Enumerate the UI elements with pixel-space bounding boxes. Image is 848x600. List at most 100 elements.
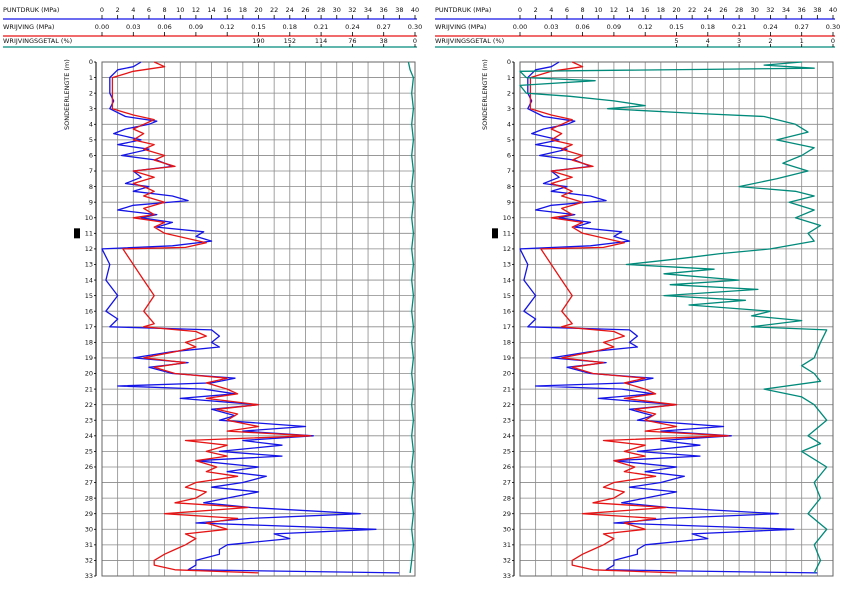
puntdruk-tick-label: 14	[207, 6, 215, 14]
cpt-panel-1: PUNTDRUK (MPa) 0 2 4 6 8 10 12 14 16 18 20 22 24 26 28 3…	[3, 6, 422, 580]
puntdruk-tick-label: 32	[766, 6, 774, 14]
puntdruk-tick-label: 14	[625, 6, 633, 14]
depth-tick-label: 19	[503, 354, 511, 362]
depth-tick-label: 27	[503, 479, 511, 487]
plot-frame	[519, 61, 834, 577]
depth-tick-label: 8	[89, 183, 93, 191]
wrijving-tick-label: 0.00	[513, 23, 527, 31]
puntdruk-tick-label: 10	[594, 6, 602, 14]
puntdruk-tick-label: 10	[176, 6, 184, 14]
depth-tick-label: 31	[503, 541, 511, 549]
depth-tick-label: 10	[85, 214, 93, 222]
depth-tick-label: 24	[503, 432, 511, 440]
wrijving-tick-label: 0.27	[376, 23, 390, 31]
wrijvingsgetal-tick-label: 1	[800, 37, 804, 45]
wrijvingsgetal-tick-label: 5	[674, 37, 678, 45]
depth-tick-label: 21	[85, 385, 93, 393]
puntdruk-tick-label: 30	[751, 6, 759, 14]
wrijvingsgetal-tick-label: 0	[831, 37, 835, 45]
puntdruk-tick-label: 20	[672, 6, 680, 14]
wrijving-tick-label: 0.27	[794, 23, 808, 31]
wrijvingsgetal-tick-label: 38	[380, 37, 388, 45]
wrijving-tick-label: 0.06	[575, 23, 589, 31]
depth-tick-label: 3	[89, 105, 93, 113]
depth-tick-label: 7	[89, 167, 93, 175]
depth-tick-label: 14	[503, 276, 511, 284]
depth-tick-label: 4	[507, 121, 511, 129]
depth-tick-label: 22	[85, 401, 93, 409]
puntdruk-tick-label: 28	[735, 6, 743, 14]
wrijving-tick-label: 0.09	[607, 23, 621, 31]
wrijving-tick-label: 0.00	[95, 23, 109, 31]
wrijving-tick-label: 0.21	[314, 23, 328, 31]
wrijvingsgetal-tick-label: 2	[768, 37, 772, 45]
cpt-panel-2: PUNTDRUK (MPa) 0 2 4 6 8 10 12 14 16 18 20 22 24 26 28 3…	[435, 6, 840, 580]
puntdruk-tick-label: 18	[239, 6, 247, 14]
depth-tick-label: 29	[503, 510, 511, 518]
wrijvingsgetal-tick-label: 152	[284, 37, 296, 45]
depth-tick-label: 2	[89, 89, 93, 97]
wrijving-tick-label: 0.30	[408, 23, 422, 31]
depth-tick-label: 7	[507, 167, 511, 175]
depth-tick-label: 23	[85, 416, 93, 424]
puntdruk-tick-label: 8	[581, 6, 585, 14]
puntdruk-tick-label: 4	[131, 6, 135, 14]
depth-tick-label: 0	[89, 58, 93, 66]
puntdruk-tick-label: 40	[411, 6, 419, 14]
depth-tick-label: 17	[503, 323, 511, 331]
puntdruk-tick-label: 4	[549, 6, 553, 14]
wrijving-axis-label: WRIJVING (MPa)	[435, 23, 486, 31]
puntdruk-tick-label: 24	[704, 6, 712, 14]
puntdruk-tick-label: 26	[719, 6, 727, 14]
depth-tick-label: 32	[503, 557, 511, 565]
depth-tick-label: 19	[85, 354, 93, 362]
depth-tick-label: 33	[85, 572, 93, 580]
depth-tick-label: 5	[89, 136, 93, 144]
wrijvingsgetal-tick-label: 0	[413, 37, 417, 45]
puntdruk-axis-label: PUNTDRUK (MPa)	[435, 6, 491, 14]
depth-tick-label: 20	[85, 370, 93, 378]
depth-tick-label: 29	[85, 510, 93, 518]
puntdruk-tick-label: 16	[641, 6, 649, 14]
depth-tick-label: 3	[507, 105, 511, 113]
puntdruk-tick-label: 8	[163, 6, 167, 14]
puntdruk-axis-label: PUNTDRUK (MPa)	[3, 6, 59, 14]
puntdruk-tick-label: 22	[270, 6, 278, 14]
puntdruk-tick-label: 34	[782, 6, 790, 14]
wrijvingsgetal-tick-label: 114	[315, 37, 327, 45]
wrijvingsgetal-tick-label: 3	[737, 37, 741, 45]
depth-tick-label: 6	[89, 152, 93, 160]
depth-tick-label: 21	[503, 385, 511, 393]
depth-tick-label: 33	[503, 572, 511, 580]
puntdruk-tick-label: 38	[813, 6, 821, 14]
puntdruk-line	[101, 61, 400, 574]
depth-axis-label: SONDEERLENGTE (m)	[63, 59, 71, 130]
puntdruk-tick-label: 6	[147, 6, 151, 14]
depth-tick-label: 9	[89, 198, 93, 206]
depth-tick-label: 25	[503, 448, 511, 456]
puntdruk-tick-label: 28	[317, 6, 325, 14]
puntdruk-tick-label: 30	[333, 6, 341, 14]
depth-tick-label: 25	[85, 448, 93, 456]
wrijving-tick-label: 0.15	[251, 23, 265, 31]
depth-tick-label: 20	[503, 370, 511, 378]
puntdruk-tick-label: 12	[192, 6, 200, 14]
puntdruk-tick-label: 2	[116, 6, 120, 14]
depth-tick-label: 17	[85, 323, 93, 331]
wrijvingsgetal-line	[407, 61, 415, 573]
depth-tick-label: 31	[85, 541, 93, 549]
wrijving-tick-label: 0.24	[763, 23, 777, 31]
puntdruk-tick-label: 40	[829, 6, 837, 14]
puntdruk-line	[519, 61, 818, 574]
depth-tick-label: 8	[507, 183, 511, 191]
depth-tick-label: 15	[503, 292, 511, 300]
depth-tick-label: 16	[85, 307, 93, 315]
depth-tick-label: 12	[85, 245, 93, 253]
wrijving-line	[529, 61, 730, 574]
puntdruk-tick-label: 18	[657, 6, 665, 14]
depth-tick-label: 26	[503, 463, 511, 471]
depth-tick-label: 2	[507, 89, 511, 97]
depth-tick-label: 1	[507, 74, 511, 82]
depth-tick-label: 12	[503, 245, 511, 253]
